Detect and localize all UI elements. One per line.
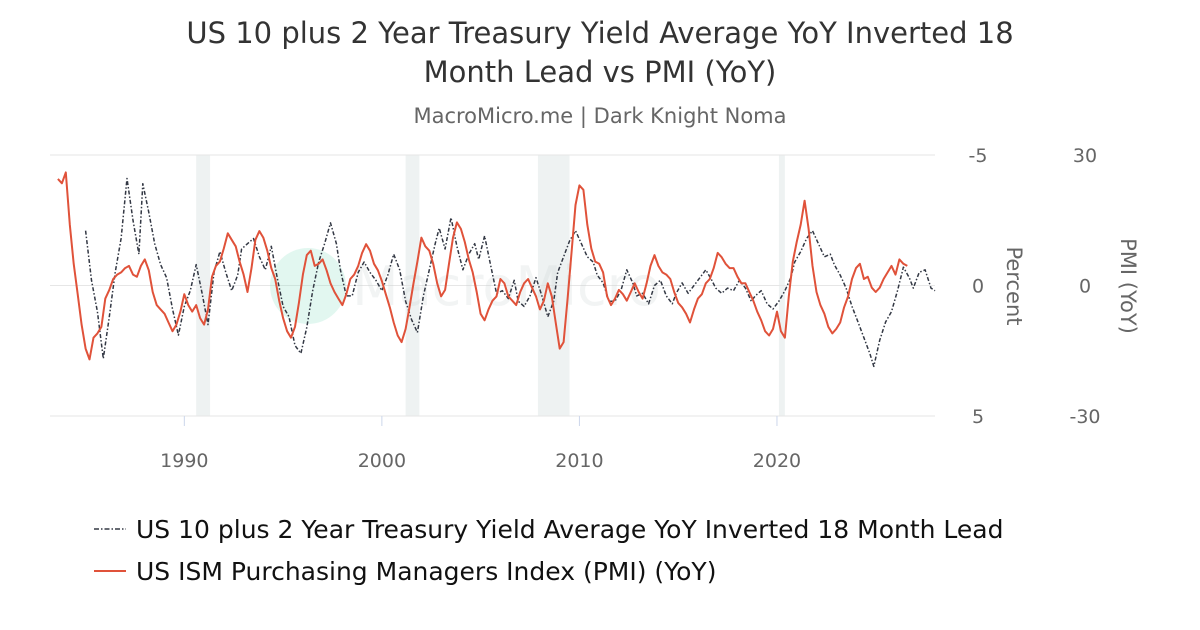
right-tick-label-0: 30 (1073, 145, 1097, 167)
legend-item-pmi[interactable]: US ISM Purchasing Managers Index (PMI) (… (94, 557, 716, 586)
left-tick-label-1: 0 (972, 276, 984, 298)
x-axis-tick-labels: 1990 2000 2010 2020 (160, 416, 801, 472)
left-tick-label-2: 5 (972, 406, 984, 428)
left-axis-title: Percent (1002, 246, 1026, 325)
legend-label-pmi: US ISM Purchasing Managers Index (PMI) (… (136, 557, 716, 586)
legend-item-treasury[interactable]: US 10 plus 2 Year Treasury Yield Average… (94, 515, 1003, 544)
grid-lines (50, 154, 935, 417)
x-tick-label-2: 2010 (555, 450, 603, 472)
x-tick-label-3: 2020 (753, 450, 801, 472)
x-tick-label-1: 2000 (358, 450, 406, 472)
left-axis-tick-labels: -5 0 5 (969, 145, 988, 428)
x-tick-label-0: 1990 (160, 450, 208, 472)
right-axis-title: PMI (YoY) (1116, 238, 1140, 334)
right-tick-label-2: -30 (1069, 406, 1100, 428)
right-tick-label-1: 0 (1079, 276, 1091, 298)
legend: US 10 plus 2 Year Treasury Yield Average… (94, 515, 1003, 586)
chart-subtitle: MacroMicro.me | Dark Knight Noma (413, 104, 786, 129)
series-line-1 (57, 171, 908, 361)
watermark-logo-icon (270, 248, 346, 324)
watermark: MacroMicro (270, 248, 661, 324)
legend-label-treasury: US 10 plus 2 Year Treasury Yield Average… (136, 515, 1003, 544)
chart-title-line-2: Month Lead vs PMI (YoY) (424, 55, 777, 89)
series-line-0 (84, 177, 936, 368)
chart-title-line-1: US 10 plus 2 Year Treasury Yield Average… (186, 16, 1013, 50)
series-lines (57, 171, 936, 368)
left-tick-label-0: -5 (969, 145, 988, 167)
right-axis-tick-labels: 30 0 -30 (1069, 145, 1100, 428)
